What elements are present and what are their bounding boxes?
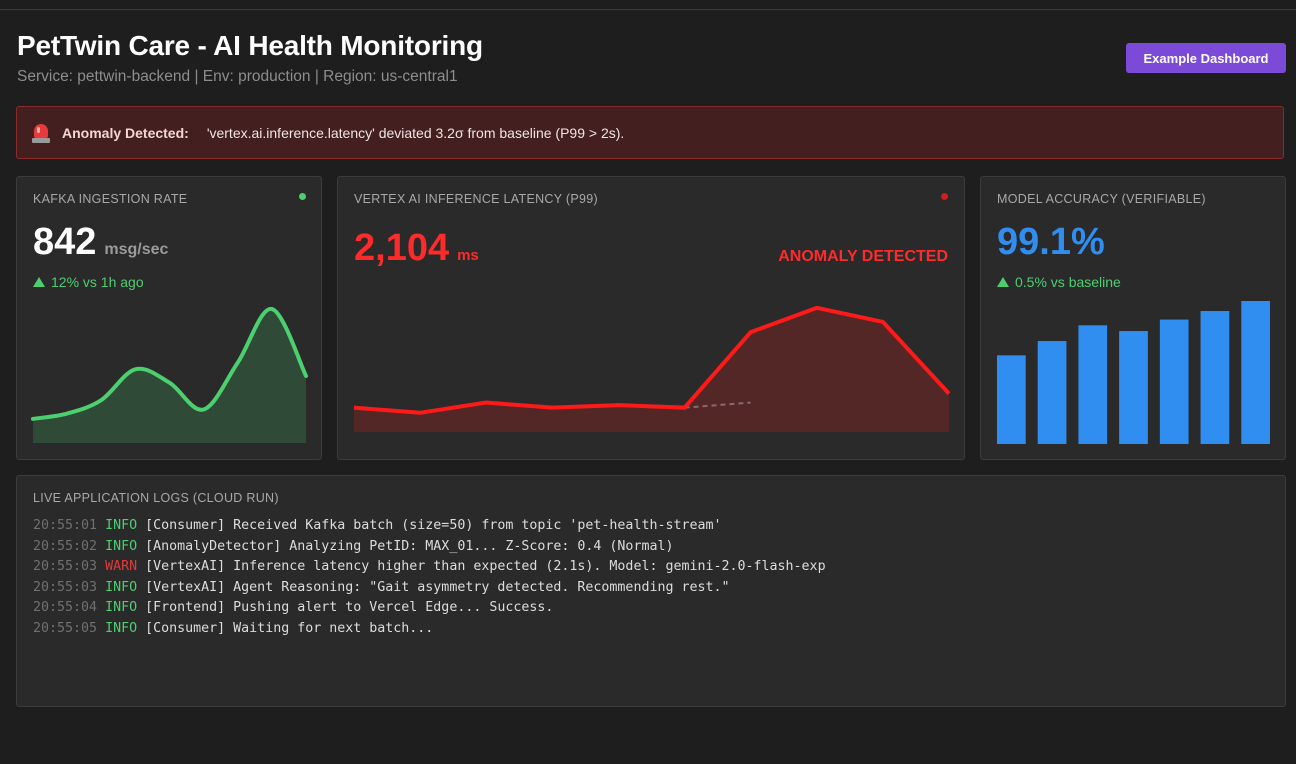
trend-up-icon — [33, 277, 45, 287]
kafka-series-line — [31, 307, 308, 421]
metric-value: 99.1% — [997, 221, 1105, 263]
log-message: [VertexAI] Agent Reasoning: "Gait asymme… — [145, 579, 730, 595]
trend-up-icon — [997, 277, 1009, 287]
alert-label: Anomaly Detected: — [62, 124, 189, 141]
accuracy-bar-chart — [997, 301, 1270, 444]
accuracy-bar — [1241, 301, 1270, 444]
metric-value: 842 — [33, 221, 97, 263]
log-timestamp: 20:55:04 — [33, 600, 98, 616]
log-timestamp: 20:55:01 — [33, 518, 98, 533]
kafka-ingestion-card: KAFKA INGESTION RATE 842 msg/sec 12% vs 1… — [16, 176, 322, 460]
accuracy-bar — [1078, 325, 1108, 444]
example-dashboard-button[interactable]: Example Dashboard — [1126, 43, 1286, 73]
trend-text: 12% vs 1h ago — [51, 274, 144, 290]
metric-value-group: 842 msg/sec — [33, 221, 168, 264]
log-timestamp: 20:55:03 — [33, 559, 98, 575]
metric-unit: ms — [457, 247, 479, 264]
log-entry: 20:55:01 INFO [Consumer] Received Kafka … — [33, 516, 826, 537]
accuracy-bar — [997, 355, 1026, 444]
latency-area-fill — [354, 307, 949, 432]
accuracy-bar — [1159, 319, 1189, 444]
log-message: [Frontend] Pushing alert to Vercel Edge.… — [145, 600, 554, 616]
log-level: INFO — [105, 538, 138, 554]
log-entry: 20:55:02 INFO [AnomalyDetector] Analyzin… — [33, 537, 826, 558]
log-message: [AnomalyDetector] Analyzing PetID: MAX_0… — [145, 538, 674, 554]
metric-value: 2,104 — [354, 227, 450, 269]
accuracy-bar — [1037, 341, 1067, 444]
metric-value-group: 2,104 ms — [354, 227, 479, 270]
log-level: INFO — [105, 620, 138, 636]
log-level: INFO — [105, 579, 138, 595]
log-level: INFO — [105, 518, 138, 533]
top-divider — [0, 9, 1296, 10]
latency-area-chart — [353, 305, 951, 432]
log-message: [Consumer] Received Kafka batch (size=50… — [145, 518, 722, 533]
alert-message: 'vertex.ai.inference.latency' deviated 3… — [206, 124, 625, 141]
log-timestamp: 20:55:02 — [33, 538, 98, 554]
log-timestamp: 20:55:03 — [33, 579, 98, 595]
log-timestamp: 20:55:05 — [33, 620, 98, 636]
status-indicator-dot — [299, 193, 306, 200]
log-entry: 20:55:04 INFO [Frontend] Pushing alert t… — [33, 598, 826, 619]
logs-title: LIVE APPLICATION LOGS (CLOUD RUN) — [33, 491, 279, 505]
anomaly-status-label: ANOMALY DETECTED — [778, 248, 948, 265]
page-subtitle: Service: pettwin-backend | Env: producti… — [17, 68, 458, 85]
trend-indicator: 12% vs 1h ago — [33, 274, 144, 290]
accuracy-bar — [1119, 331, 1148, 444]
model-accuracy-card: MODEL ACCURACY (VERIFIABLE) 99.1% 0.5% v… — [980, 176, 1286, 460]
log-entry: 20:55:03 WARN [VertexAI] Inference laten… — [33, 557, 826, 578]
log-entry: 20:55:05 INFO [Consumer] Waiting for nex… — [33, 619, 826, 640]
accuracy-bar — [1200, 311, 1230, 444]
live-logs-panel[interactable]: LIVE APPLICATION LOGS (CLOUD RUN) 20:55:… — [16, 475, 1286, 707]
card-title: KAFKA INGESTION RATE — [33, 192, 188, 206]
status-indicator-dot — [941, 193, 948, 200]
trend-text: 0.5% vs baseline — [1015, 274, 1121, 290]
siren-icon — [31, 122, 51, 144]
trend-indicator: 0.5% vs baseline — [997, 274, 1121, 290]
log-entry: 20:55:03 INFO [VertexAI] Agent Reasoning… — [33, 578, 826, 599]
log-level: INFO — [105, 600, 138, 616]
metric-unit: msg/sec — [104, 241, 169, 258]
page-title: PetTwin Care - AI Health Monitoring — [17, 30, 483, 61]
log-list: 20:55:01 INFO [Consumer] Received Kafka … — [33, 516, 826, 640]
baseline-projection-line — [684, 401, 751, 409]
log-level: WARN — [105, 559, 138, 575]
log-message: [Consumer] Waiting for next batch... — [145, 620, 434, 636]
log-message: [VertexAI] Inference latency higher than… — [145, 559, 826, 575]
anomaly-alert-banner: Anomaly Detected: 'vertex.ai.inference.l… — [16, 106, 1284, 159]
latency-series-line — [353, 305, 951, 415]
latency-card: VERTEX AI INFERENCE LATENCY (P99) 2,104 m… — [337, 176, 965, 460]
kafka-sparkline-chart — [31, 307, 308, 443]
card-title: MODEL ACCURACY (VERIFIABLE) — [997, 192, 1206, 206]
kafka-area-fill — [33, 308, 306, 443]
card-title: VERTEX AI INFERENCE LATENCY (P99) — [354, 192, 598, 206]
